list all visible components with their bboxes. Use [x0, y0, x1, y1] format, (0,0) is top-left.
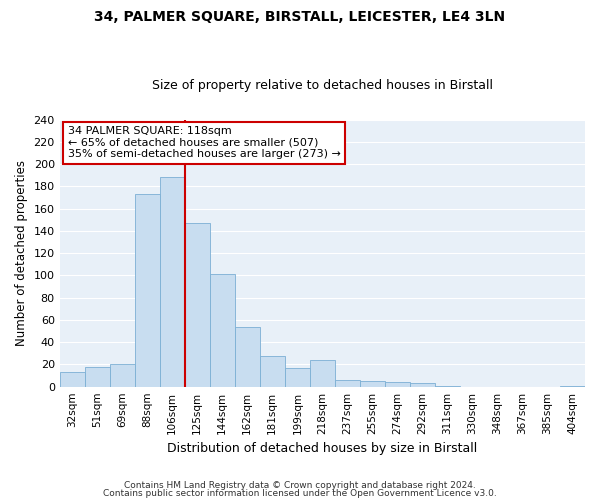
Text: 34, PALMER SQUARE, BIRSTALL, LEICESTER, LE4 3LN: 34, PALMER SQUARE, BIRSTALL, LEICESTER, … [94, 10, 506, 24]
X-axis label: Distribution of detached houses by size in Birstall: Distribution of detached houses by size … [167, 442, 478, 455]
Bar [310, 360, 335, 386]
Text: 34 PALMER SQUARE: 118sqm
← 65% of detached houses are smaller (507)
35% of semi-: 34 PALMER SQUARE: 118sqm ← 65% of detach… [68, 126, 340, 160]
Y-axis label: Number of detached properties: Number of detached properties [15, 160, 28, 346]
Bar [360, 381, 385, 386]
Text: Contains HM Land Registry data © Crown copyright and database right 2024.: Contains HM Land Registry data © Crown c… [124, 481, 476, 490]
Bar [135, 194, 160, 386]
Text: Contains public sector information licensed under the Open Government Licence v3: Contains public sector information licen… [103, 488, 497, 498]
Title: Size of property relative to detached houses in Birstall: Size of property relative to detached ho… [152, 79, 493, 92]
Bar [385, 382, 410, 386]
Bar [59, 372, 85, 386]
Bar [410, 384, 435, 386]
Bar [185, 223, 210, 386]
Bar [335, 380, 360, 386]
Bar [235, 326, 260, 386]
Bar [260, 356, 285, 386]
Bar [160, 178, 185, 386]
Bar [285, 368, 310, 386]
Bar [85, 366, 110, 386]
Bar [210, 274, 235, 386]
Bar [110, 364, 135, 386]
